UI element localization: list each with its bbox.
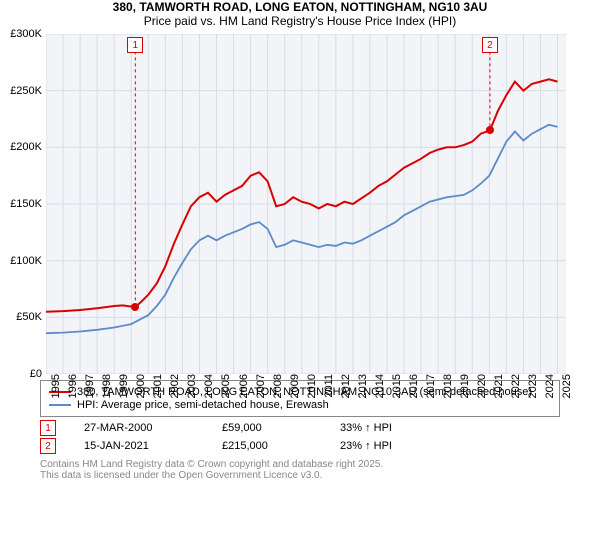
sale-number-box: 1 — [40, 420, 56, 436]
x-axis-tick: 2013 — [353, 374, 369, 398]
x-axis-tick: 1999 — [114, 374, 130, 398]
sale-row: 2 15-JAN-2021 £215,000 23% ↑ HPI — [40, 437, 560, 455]
x-axis-tick: 2020 — [472, 374, 488, 398]
x-axis-tick: 1997 — [80, 374, 96, 398]
x-axis-tick: 2005 — [216, 374, 232, 398]
sale-delta: 23% ↑ HPI — [340, 440, 392, 452]
x-axis-tick: 2018 — [438, 374, 454, 398]
copyright: Contains HM Land Registry data © Crown c… — [40, 459, 560, 481]
sale-number-box: 2 — [40, 438, 56, 454]
x-axis-tick: 2004 — [199, 374, 215, 398]
sale-row: 1 27-MAR-2000 £59,000 33% ↑ HPI — [40, 419, 560, 437]
x-axis-tick: 2002 — [165, 374, 181, 398]
x-axis-tick: 2011 — [319, 374, 335, 398]
sale-delta: 33% ↑ HPI — [340, 422, 392, 434]
sale-marker-box: 2 — [482, 37, 498, 53]
y-axis-tick: £250K — [10, 85, 46, 97]
y-axis-tick: £0 — [30, 368, 46, 380]
legend-item: HPI: Average price, semi-detached house,… — [49, 399, 551, 411]
x-axis-tick: 2006 — [234, 374, 250, 398]
sale-marker-dot — [131, 303, 139, 311]
x-axis-tick: 2015 — [387, 374, 403, 398]
x-axis-tick: 1998 — [97, 374, 113, 398]
chart-title-line2: Price paid vs. HM Land Registry's House … — [0, 14, 600, 28]
x-axis-tick: 1995 — [46, 374, 62, 398]
legend-label: HPI: Average price, semi-detached house,… — [77, 399, 329, 411]
sale-marker-box: 1 — [127, 37, 143, 53]
y-axis-tick: £200K — [10, 141, 46, 153]
y-axis-tick: £300K — [10, 28, 46, 40]
y-axis-tick: £150K — [10, 198, 46, 210]
sales-table: 1 27-MAR-2000 £59,000 33% ↑ HPI 2 15-JAN-2021… — [40, 419, 560, 455]
sale-date: 27-MAR-2000 — [84, 422, 194, 434]
x-axis-tick: 2025 — [557, 374, 573, 398]
x-axis-tick: 2000 — [131, 374, 147, 398]
line-chart: £0£50K£100K£150K£200K£250K£300K199519961… — [46, 34, 566, 374]
sale-price: £215,000 — [222, 440, 312, 452]
x-axis-tick: 2022 — [506, 374, 522, 398]
copyright-line2: This data is licensed under the Open Gov… — [40, 470, 560, 481]
x-axis-tick: 2023 — [523, 374, 539, 398]
sale-price: £59,000 — [222, 422, 312, 434]
x-axis-tick: 2009 — [285, 374, 301, 398]
sale-date: 15-JAN-2021 — [84, 440, 194, 452]
x-axis-tick: 2017 — [421, 374, 437, 398]
x-axis-tick: 2016 — [404, 374, 420, 398]
x-axis-tick: 2001 — [148, 374, 164, 398]
x-axis-tick: 2024 — [540, 374, 556, 398]
legend-swatch — [49, 404, 71, 406]
y-axis-tick: £50K — [16, 311, 46, 323]
copyright-line1: Contains HM Land Registry data © Crown c… — [40, 459, 560, 470]
x-axis-tick: 2019 — [455, 374, 471, 398]
y-axis-tick: £100K — [10, 255, 46, 267]
chart-title-line1: 380, TAMWORTH ROAD, LONG EATON, NOTTINGH… — [0, 0, 600, 14]
x-axis-tick: 2003 — [182, 374, 198, 398]
x-axis-tick: 2012 — [336, 374, 352, 398]
x-axis-tick: 2007 — [251, 374, 267, 398]
x-axis-tick: 2014 — [370, 374, 386, 398]
x-axis-tick: 2008 — [268, 374, 284, 398]
sale-marker-dot — [486, 126, 494, 134]
x-axis-tick: 1996 — [63, 374, 79, 398]
x-axis-tick: 2010 — [302, 374, 318, 398]
x-axis-tick: 2021 — [489, 374, 505, 398]
